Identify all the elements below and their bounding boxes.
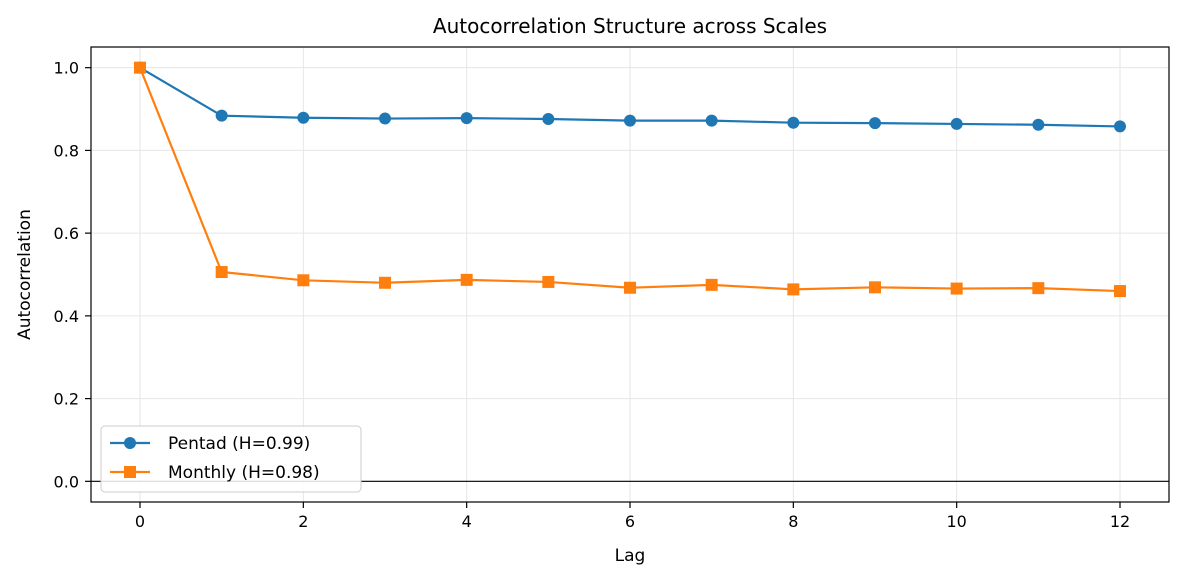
series-1-point-10 (950, 282, 963, 295)
legend-box (100, 425, 362, 493)
chart-title: Autocorrelation Structure across Scales (433, 14, 827, 38)
series-1-point-3 (379, 276, 391, 289)
y-tick-label-3: 0.6 (54, 224, 79, 243)
series-1-point-11 (1032, 282, 1045, 295)
series-0-point-11 (1032, 118, 1045, 131)
legend-label-1: Monthly (H=0.98) (168, 463, 320, 483)
series-0-point-4 (460, 112, 473, 125)
legend-marker-0 (124, 437, 136, 449)
series-layer (134, 61, 1126, 298)
x-tick-label-6: 12 (1110, 512, 1130, 531)
series-1-point-1 (215, 266, 228, 279)
series-1-point-6 (624, 281, 636, 294)
series-1-point-8 (787, 283, 800, 296)
series-0-point-7 (705, 114, 718, 127)
series-1-point-5 (542, 275, 555, 288)
x-axis-title: Lag (615, 546, 646, 566)
series-0-point-3 (379, 112, 391, 125)
x-tick-label-3: 6 (625, 512, 635, 531)
x-tick-label-4: 8 (788, 512, 798, 531)
y-tick-label-1: 0.2 (54, 390, 79, 409)
series-0-point-9 (869, 117, 881, 130)
x-tick-label-1: 2 (298, 512, 308, 531)
x-tick-label-2: 4 (462, 512, 472, 531)
legend-label-0: Pentad (H=0.99) (168, 434, 310, 454)
ticks: 0 2 4 6 8 10 12 0.0 0.2 0.4 0.6 0.8 1.0 (54, 59, 1131, 531)
series-0-point-1 (215, 109, 228, 122)
series-1-point-2 (297, 274, 310, 287)
series-0-point-6 (624, 114, 636, 127)
y-tick-label-2: 0.4 (54, 307, 79, 326)
series-1-point-12 (1114, 285, 1126, 298)
x-tick-label-5: 10 (946, 512, 966, 531)
series-0 (134, 61, 1126, 133)
series-1-point-9 (869, 281, 881, 294)
y-tick-label-4: 0.8 (54, 141, 79, 160)
series-0-point-10 (950, 117, 963, 130)
series-0-point-5 (542, 112, 555, 125)
series-1-point-7 (705, 278, 718, 291)
series-1 (134, 61, 1126, 298)
y-axis-title: Autocorrelation (15, 209, 35, 340)
y-tick-label-5: 1.0 (54, 59, 79, 78)
x-tick-label-0: 0 (135, 512, 145, 531)
y-tick-label-0: 0.0 (54, 472, 79, 491)
legend: Pentad (H=0.99) Monthly (H=0.98) (100, 425, 362, 493)
series-0-point-2 (297, 111, 310, 124)
legend-marker-1 (124, 466, 136, 478)
series-1-point-0 (134, 61, 146, 74)
series-1-point-4 (460, 273, 473, 286)
series-0-point-8 (787, 116, 800, 129)
series-0-point-12 (1114, 120, 1126, 133)
